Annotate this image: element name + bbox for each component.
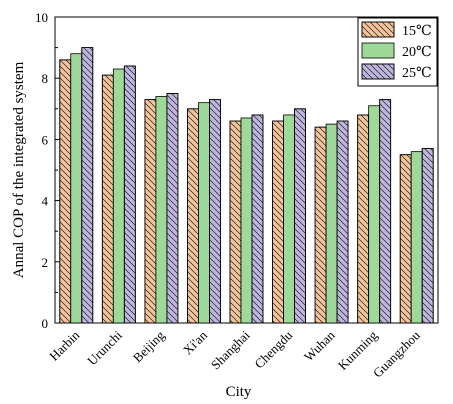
x-tick-label: Wuhan <box>301 327 338 364</box>
bar-hatch <box>272 120 284 324</box>
x-tick-label: Guangzhou <box>370 327 423 380</box>
legend-swatch-hatch <box>361 21 395 38</box>
bar <box>240 117 253 324</box>
bar-hatch <box>399 154 412 324</box>
bar-hatch <box>421 148 434 324</box>
bar-hatch <box>187 108 199 324</box>
x-tick-label: Urunchi <box>84 327 125 368</box>
bar-hatch <box>357 114 370 324</box>
y-tick-label: 0 <box>42 316 49 331</box>
legend-label: 15℃ <box>402 24 432 39</box>
x-axis-label: City <box>226 384 252 400</box>
x-axis: Harbin Urunchi Beijing Xi'anShanghaiChengdu… <box>46 318 423 381</box>
bar <box>198 102 210 324</box>
bar-hatch <box>251 114 264 324</box>
y-tick-label: 2 <box>42 255 49 270</box>
bar <box>70 53 83 324</box>
legend-label: 20℃ <box>402 45 432 60</box>
y-tick-label: 4 <box>42 194 49 209</box>
bar-hatch <box>144 99 157 324</box>
x-tick-label: Chengdu <box>251 327 295 371</box>
bar-hatch <box>101 74 114 324</box>
x-tick-label: Beijing <box>130 327 168 365</box>
bar-hatch <box>294 108 306 324</box>
x-tick-label: Xi'an <box>180 327 210 357</box>
legend-label: 25℃ <box>402 66 432 81</box>
legend-swatch <box>361 42 395 59</box>
x-tick-label: Shanghai <box>208 327 253 372</box>
bar <box>283 114 295 324</box>
bar-hatch <box>81 47 94 324</box>
bar-hatch <box>229 120 242 324</box>
bar-hatch <box>123 65 136 324</box>
y-tick-label: 6 <box>42 132 49 147</box>
y-axis-label: Annal COP of the integrated system <box>11 61 27 278</box>
bar <box>112 68 125 324</box>
bar-hatch <box>314 126 327 324</box>
bar-hatch <box>379 99 392 324</box>
bar <box>368 105 381 324</box>
x-tick-label: Harbin <box>46 327 82 363</box>
plot-area: 0 2 4 6 8 10 Harbin Urunchi Beijing Xi'anShangha… <box>35 10 439 381</box>
bar <box>325 123 338 324</box>
y-tick-label: 8 <box>42 71 49 86</box>
bar <box>410 151 423 324</box>
bar-hatch <box>59 59 72 324</box>
y-axis: 0 2 4 6 8 10 <box>35 10 60 331</box>
legend: 15℃ 20℃ 25℃ <box>357 17 438 87</box>
legend-swatch-hatch <box>361 63 395 80</box>
bar-hatch <box>336 120 349 324</box>
bars <box>59 47 434 324</box>
bar-hatch <box>166 93 179 324</box>
bar <box>155 96 168 324</box>
y-tick-label: 10 <box>35 10 48 25</box>
bar-hatch <box>209 99 221 324</box>
